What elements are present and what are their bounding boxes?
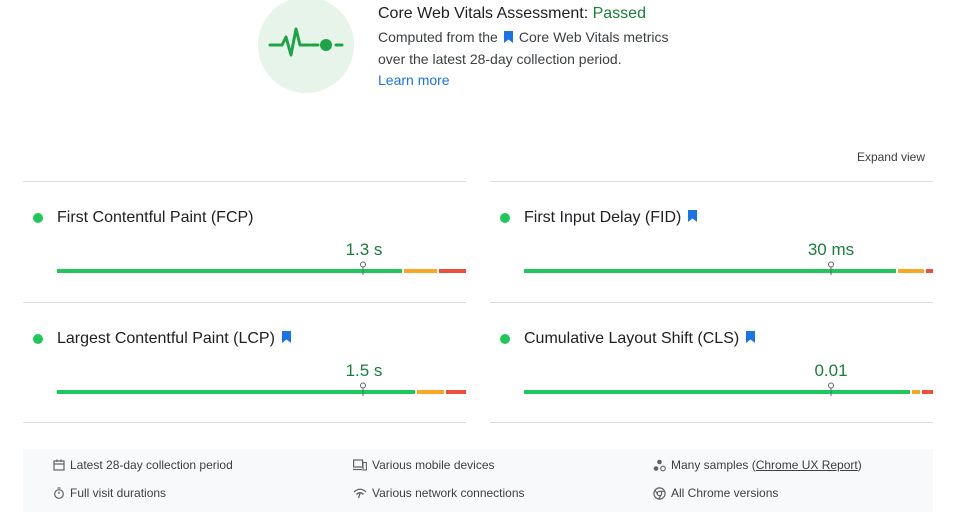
assessment-desc-part1: Computed from the [378, 29, 498, 45]
footer-chrome-versions: All Chrome versions [653, 486, 778, 500]
core-vital-flag-icon [746, 331, 756, 343]
assessment-desc-part2: Core Web Vitals metrics [518, 29, 669, 45]
network-signal-icon [353, 488, 367, 499]
data-source-footer: Latest 28-day collection period Full vis… [23, 449, 933, 512]
bar-good-segment [524, 269, 896, 273]
metric-value: 30 ms [807, 240, 855, 259]
status-dot [500, 334, 510, 344]
percentile-marker-icon [827, 261, 834, 275]
metric-name: First Contentful Paint (FCP) [57, 208, 254, 228]
footer-visit-durations: Full visit durations [53, 486, 166, 500]
devices-icon [353, 459, 367, 471]
status-dot [33, 334, 43, 344]
bar-poor-segment [445, 390, 466, 394]
metric-name-text: Largest Contentful Paint (LCP) [57, 330, 275, 347]
assessment-title-prefix: Core Web Vitals Assessment: [378, 5, 593, 22]
footer-devices: Various mobile devices [353, 458, 495, 472]
metric-lcp[interactable]: Largest Contentful Paint (LCP) 1.5 s [23, 302, 466, 423]
expand-view-button[interactable]: Expand view [856, 150, 925, 164]
core-vital-flag-icon [688, 210, 698, 222]
percentile-marker-icon [360, 382, 367, 396]
footer-collection-period-text: Latest 28-day collection period [70, 458, 233, 472]
bar-needs-improvement-segment [417, 390, 444, 394]
bar-poor-segment [439, 269, 466, 273]
status-dot [33, 213, 43, 223]
core-vitals-flag-icon [503, 31, 513, 43]
metric-cls[interactable]: Cumulative Layout Shift (CLS) 0.01 [490, 302, 933, 423]
distribution-bar [524, 382, 933, 396]
bar-good-segment [524, 390, 910, 394]
samples-icon [653, 459, 666, 471]
metric-value: 1.3 s [345, 240, 383, 259]
bar-poor-segment [926, 269, 933, 273]
footer-collection-period: Latest 28-day collection period [53, 458, 233, 472]
bar-needs-improvement-segment [911, 390, 921, 394]
metric-name: First Input Delay (FID) [524, 208, 698, 228]
status-dot [500, 213, 510, 223]
metric-name: Cumulative Layout Shift (CLS) [524, 329, 756, 349]
percentile-marker-icon [827, 382, 834, 396]
metric-value: 1.5 s [345, 361, 383, 380]
footer-chrome-versions-text: All Chrome versions [671, 486, 779, 500]
metric-value: 0.01 [814, 361, 848, 380]
bar-needs-improvement-segment [403, 269, 438, 273]
percentile-marker-icon [360, 261, 367, 275]
metric-name-text: First Input Delay (FID) [524, 209, 682, 226]
footer-network: Various network connections [353, 486, 525, 500]
metric-name-text: First Contentful Paint (FCP) [57, 209, 254, 226]
assessment-summary: Core Web Vitals Assessment: Passed Compu… [378, 5, 798, 90]
footer-samples-text: Many samples (Chrome UX Report) [671, 458, 862, 472]
distribution-bar [57, 382, 466, 396]
distribution-bar [524, 261, 933, 275]
core-vital-flag-icon [281, 331, 291, 343]
metric-name-text: Cumulative Layout Shift (CLS) [524, 330, 740, 347]
assessment-desc-line2: over the latest 28-day collection period… [378, 51, 622, 67]
metric-fid[interactable]: First Input Delay (FID) 30 ms [490, 181, 933, 302]
bar-poor-segment [922, 390, 933, 394]
heartbeat-icon [258, 0, 354, 93]
footer-devices-text: Various mobile devices [372, 458, 495, 472]
footer-samples-prefix: Many samples ( [671, 458, 756, 472]
footer-samples: Many samples (Chrome UX Report) [653, 458, 862, 472]
bar-good-segment [57, 390, 416, 394]
footer-samples-suffix: ) [857, 458, 862, 472]
footer-network-text: Various network connections [372, 486, 525, 500]
chrome-icon [653, 486, 666, 500]
distribution-bar [57, 261, 466, 275]
assessment-title: Core Web Vitals Assessment: Passed [378, 5, 798, 23]
bar-good-segment [57, 269, 402, 273]
learn-more-link[interactable]: Learn more [378, 72, 450, 88]
assessment-description: Computed from the Core Web Vitals metrics… [378, 26, 798, 70]
footer-visit-durations-text: Full visit durations [70, 486, 167, 500]
stopwatch-icon [54, 487, 64, 499]
bar-needs-improvement-segment [897, 269, 924, 273]
metric-fcp[interactable]: First Contentful Paint (FCP) 1.3 s [23, 181, 466, 302]
metric-name: Largest Contentful Paint (LCP) [57, 329, 291, 349]
calendar-icon [53, 459, 65, 471]
assessment-status: Passed [592, 5, 646, 22]
chrome-ux-report-link[interactable]: Chrome UX Report [755, 458, 858, 472]
